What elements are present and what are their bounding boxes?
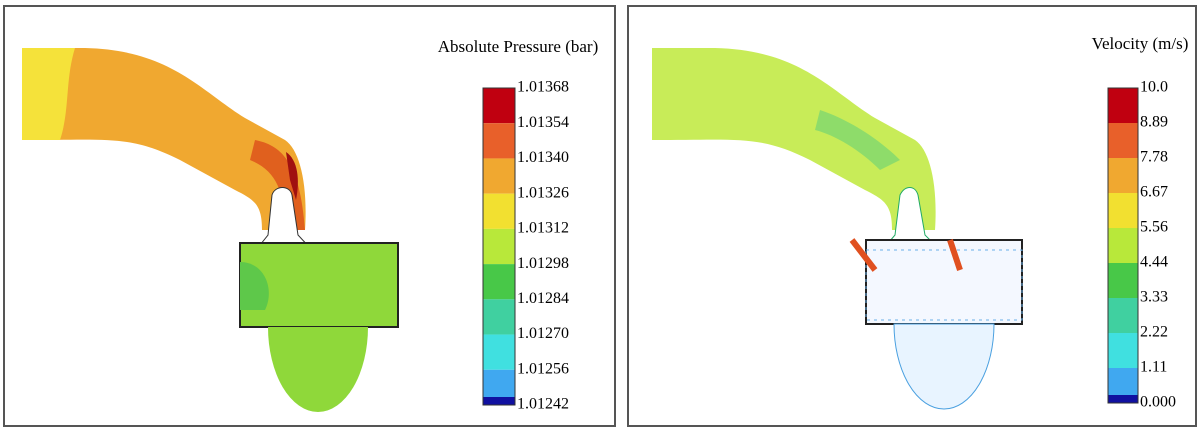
colorbar-label: 1.01256 — [517, 360, 569, 377]
colorbar-band — [1108, 298, 1138, 333]
inlet-pipe — [652, 48, 936, 230]
colorbar-frame — [482, 87, 516, 406]
colorbar-band — [1108, 333, 1138, 368]
piston-bowl — [268, 327, 368, 412]
colorbar-label: 4.44 — [1140, 254, 1168, 271]
colorbar-band — [1108, 158, 1138, 193]
legend-title: Velocity (m/s) — [1092, 34, 1189, 53]
flow-vectors — [865, 249, 1023, 321]
colorbar-label: 5.56 — [1140, 219, 1168, 236]
pipe-region — [22, 48, 75, 140]
pipe-region — [286, 152, 298, 200]
colorbar: 10.0 8.89 7.78 6.67 5.56 4.44 3.33 2.22 1.11 0.00… — [1107, 79, 1176, 411]
colorbar-label: 7.78 — [1140, 149, 1168, 166]
colorbar-band — [1108, 228, 1138, 263]
colorbar-band — [1108, 263, 1138, 298]
cylinder-region — [240, 262, 269, 310]
colorbar-band — [1108, 88, 1138, 123]
jet — [849, 238, 963, 272]
colorbar-label: 1.01242 — [517, 396, 569, 413]
colorbar-band — [483, 123, 515, 159]
colorbar-label: 2.22 — [1140, 324, 1168, 341]
legend-title: Absolute Pressure (bar) — [438, 37, 599, 56]
colorbar-label: 1.01368 — [517, 79, 569, 96]
cylinder — [865, 239, 1023, 325]
colorbar-band — [483, 397, 515, 405]
colorbar-frame — [1107, 87, 1139, 404]
velocity-panel: Velocity (m/s) 10.0 8.89 7.78 6.67 5.56 4.44 3… — [627, 5, 1197, 427]
colorbar-label: 1.01298 — [517, 255, 569, 272]
colorbar-label: 1.01326 — [517, 184, 569, 201]
colorbar-label: 1.01354 — [517, 114, 569, 131]
colorbar-label: 8.89 — [1140, 114, 1168, 131]
colorbar-band — [483, 158, 515, 194]
colorbar-label: 6.67 — [1140, 184, 1168, 201]
colorbar-label: 1.01340 — [517, 149, 569, 166]
colorbar-label: 1.01284 — [517, 290, 569, 307]
pipe-region — [815, 110, 900, 170]
colorbar: 1.01368 1.01354 1.01340 1.01326 1.01312 1.012… — [482, 79, 569, 413]
colorbar-band — [1108, 193, 1138, 228]
inlet-pipe — [22, 48, 306, 230]
colorbar-label: 10.0 — [1140, 79, 1168, 96]
colorbar-band — [483, 264, 515, 300]
colorbar-band — [483, 88, 515, 124]
colorbar-label: 3.33 — [1140, 289, 1168, 306]
colorbar-band — [483, 228, 515, 265]
colorbar-label: 1.01270 — [517, 325, 569, 342]
piston-bowl — [893, 323, 995, 410]
colorbar-band — [1108, 395, 1138, 403]
colorbar-band — [1108, 123, 1138, 158]
colorbar-band — [483, 193, 515, 229]
colorbar-label: 1.01312 — [517, 220, 569, 237]
pressure-panel: Absolute Pressure (bar) 1.013681.013541.… — [3, 5, 616, 427]
colorbar-band — [483, 334, 515, 370]
colorbar-band — [483, 299, 515, 335]
colorbar-label: 1.11 — [1140, 359, 1167, 376]
colorbar-label: 0.000 — [1140, 394, 1176, 411]
